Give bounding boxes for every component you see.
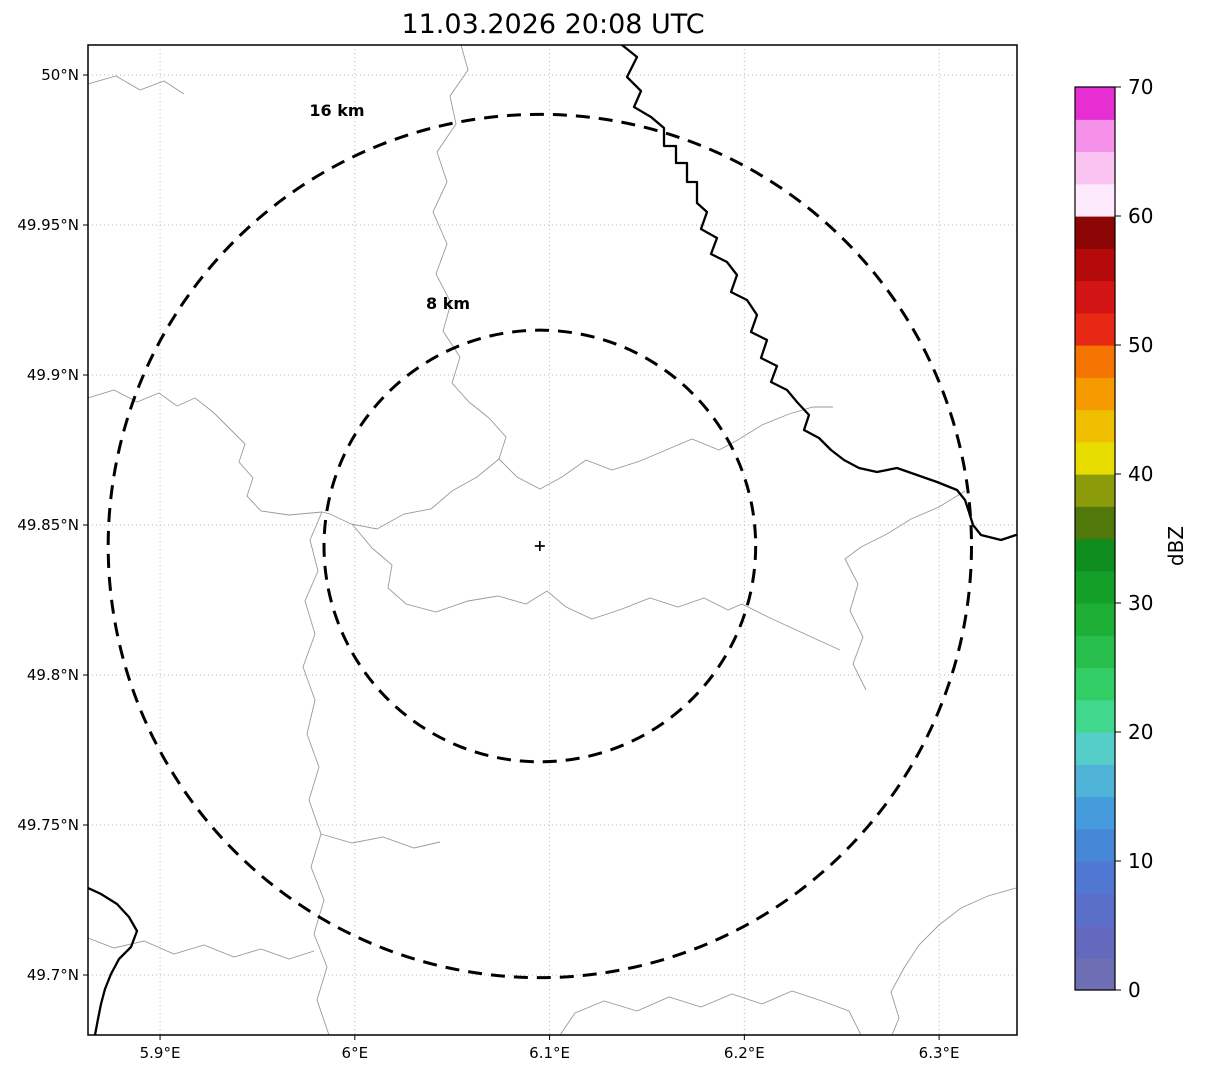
colorbar-frame	[1074, 86, 1116, 991]
colorbar-segment	[1075, 119, 1115, 153]
plot-background	[88, 45, 1017, 1035]
colorbar-segment	[1075, 764, 1115, 798]
colorbar-segment	[1075, 699, 1115, 733]
colorbar-tick-label: 40	[1128, 462, 1153, 486]
admin-border-line	[302, 511, 330, 1035]
y-tick-label: 49.9°N	[27, 366, 79, 384]
range-rings	[106, 112, 973, 980]
range-ring-label: 16 km	[309, 101, 364, 120]
x-axis: 5.9°E 6°E 6.1°E 6.2°E 6.3°E	[140, 1035, 960, 1062]
colorbar-segment	[1075, 667, 1115, 701]
range-ring	[106, 112, 973, 980]
colorbar-segment	[1075, 377, 1115, 411]
admin-border-line	[432, 45, 833, 490]
admin-border-line	[559, 990, 862, 1035]
colorbar-segment	[1075, 216, 1115, 249]
river-line	[620, 45, 1017, 542]
colorbar-segment	[1075, 409, 1115, 443]
admin-border-line	[88, 75, 185, 95]
plot-border	[87, 44, 1018, 1036]
colorbar-segment	[1075, 925, 1115, 959]
admin-border-line	[351, 523, 841, 651]
colorbar-axis-label: dBZ	[1164, 526, 1188, 566]
admin-border-line	[88, 389, 323, 516]
gridlines	[88, 45, 1017, 1035]
colorbar-segment	[1075, 151, 1115, 185]
colorbar-tick-label: 0	[1128, 978, 1141, 1002]
x-tick-label: 6°E	[342, 1044, 369, 1062]
colorbar-segment	[1075, 635, 1115, 669]
colorbar-tick-label: 70	[1128, 75, 1153, 99]
colorbar-segment	[1075, 248, 1115, 282]
x-tick-label: 6.1°E	[529, 1044, 570, 1062]
ring-labels: 8 km 16 km	[309, 101, 470, 313]
x-tick-label: 6.2°E	[724, 1044, 765, 1062]
admin-border-line	[890, 887, 1017, 1035]
y-tick-label: 49.8°N	[27, 666, 79, 684]
admin-borders	[88, 45, 1017, 1035]
colorbar-segment	[1075, 732, 1115, 765]
colorbar-segment	[1075, 570, 1115, 604]
radar-center-marker	[534, 541, 545, 551]
map-layer	[88, 45, 1017, 1035]
admin-border-line	[320, 833, 441, 849]
admin-border-line	[844, 490, 966, 691]
y-tick-label: 49.85°N	[17, 516, 79, 534]
colorbar-tick-label: 30	[1128, 591, 1153, 615]
colorbar-tick-label: 20	[1128, 720, 1153, 744]
range-ring-label: 8 km	[426, 294, 470, 313]
y-tick-label: 50°N	[41, 66, 79, 84]
y-tick-label: 49.7°N	[27, 966, 79, 984]
colorbar-segment	[1075, 345, 1115, 378]
x-tick-label: 5.9°E	[140, 1044, 181, 1062]
colorbar-tick-label: 60	[1128, 204, 1153, 228]
colorbar-segment	[1075, 183, 1115, 217]
colorbar-segment	[1075, 861, 1115, 894]
colorbar-segment	[1075, 893, 1115, 927]
colorbar-segment	[1075, 796, 1115, 830]
colorbar-segment	[1075, 506, 1115, 540]
admin-border-line	[321, 458, 500, 530]
colorbar-segment	[1075, 538, 1115, 572]
colorbar-segment	[1075, 603, 1115, 636]
colorbar-tick-label: 50	[1128, 333, 1153, 357]
page-title: 11.03.2026 20:08 UTC	[401, 9, 704, 40]
river-line	[88, 886, 139, 1035]
colorbar-tick-label: 10	[1128, 849, 1153, 873]
colorbar-segment	[1075, 828, 1115, 862]
colorbar-segment	[1075, 312, 1115, 346]
rivers	[88, 45, 1017, 1035]
y-tick-label: 49.95°N	[17, 216, 79, 234]
colorbar-segment	[1075, 474, 1115, 507]
colorbar-segment	[1075, 957, 1115, 991]
colorbar-segment	[1075, 441, 1115, 475]
admin-border-line	[88, 937, 315, 960]
colorbar-segment	[1075, 280, 1115, 314]
x-tick-label: 6.3°E	[919, 1044, 960, 1062]
y-tick-label: 49.75°N	[17, 816, 79, 834]
y-axis: 50°N 49.95°N 49.9°N 49.85°N 49.8°N 49.75°N 49.…	[17, 66, 88, 984]
colorbar-segment	[1075, 87, 1115, 120]
range-ring	[322, 328, 758, 764]
colorbar: 0 10 20 30 40 50 60 70	[1074, 75, 1153, 1002]
